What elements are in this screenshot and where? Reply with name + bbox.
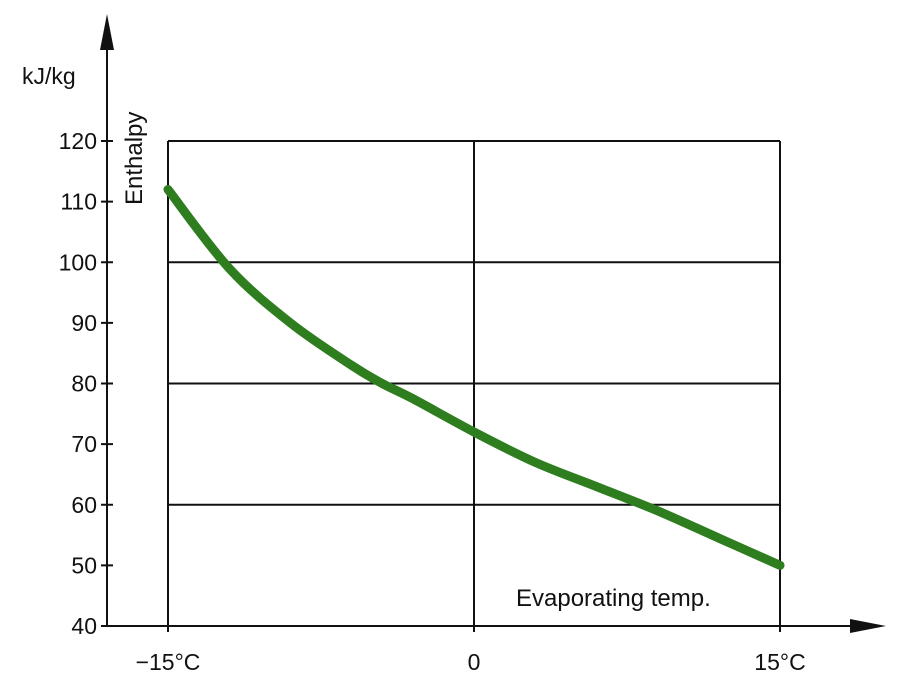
y-tick-label: 90 (71, 310, 97, 336)
tick-labels: 40 50 60 70 80 90 100 110 120 −15°C 0 15°C (59, 128, 806, 675)
y-axis-title: Enthalpy (121, 112, 148, 205)
x-tick-label: 15°C (754, 649, 805, 675)
y-tick-label: 50 (71, 552, 97, 578)
x-axis-arrow (850, 619, 886, 633)
y-tick-label: 40 (71, 613, 97, 639)
x-axis-title: Evaporating temp. (516, 585, 711, 612)
y-tick-label: 120 (59, 128, 97, 154)
y-axis-arrow (100, 14, 114, 50)
y-unit-label: kJ/kg (22, 63, 76, 89)
y-tick-label: 100 (59, 249, 97, 275)
axes (100, 14, 886, 633)
grid-lines (167, 140, 781, 626)
y-tick-label: 80 (71, 371, 97, 397)
series-line-enthalpy (163, 185, 785, 570)
y-tick-label: 110 (60, 189, 97, 215)
x-tick-label: −15°C (136, 649, 201, 675)
y-tick-label: 70 (71, 431, 97, 457)
x-tick-label: 0 (468, 649, 481, 675)
y-tick-label: 60 (71, 492, 97, 518)
